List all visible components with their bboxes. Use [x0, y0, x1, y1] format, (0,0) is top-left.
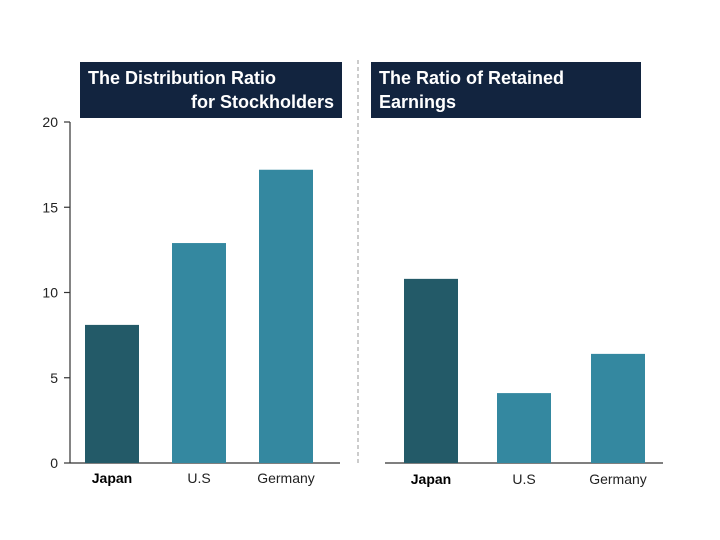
bar-japan: [404, 278, 458, 463]
left-chart-title: The Distribution Ratio for Stockholders: [80, 62, 342, 118]
right-chart-title: The Ratio of Retained Earnings: [371, 62, 641, 118]
x-tick-label: Germany: [589, 471, 647, 487]
y-tick-label: 20: [42, 114, 58, 130]
left-chart-title-line2: for Stockholders: [190, 92, 334, 112]
y-tick-label: 15: [42, 199, 58, 215]
bar-us: [497, 393, 551, 463]
y-tick-label: 10: [42, 285, 58, 301]
right-chart-title-text: The Ratio of Retained Earnings: [379, 68, 565, 112]
x-tick-label: U.S: [187, 470, 210, 486]
bar-germany: [259, 169, 313, 464]
bar-germany: [591, 353, 645, 463]
x-tick-label: Japan: [92, 470, 132, 486]
bar-us: [172, 243, 226, 463]
right-chart: Japan U.S Germany: [385, 278, 663, 487]
y-tick-label: 0: [50, 455, 58, 471]
y-tick-label: 5: [50, 370, 58, 386]
x-tick-label: U.S: [512, 471, 535, 487]
left-chart: 0 5 10 15 20 Japan U.S Germany: [42, 114, 340, 486]
left-chart-title-line1: The Distribution Ratio: [88, 68, 276, 88]
bar-japan: [85, 324, 139, 463]
x-tick-label: Germany: [257, 470, 315, 486]
x-tick-label: Japan: [411, 471, 451, 487]
